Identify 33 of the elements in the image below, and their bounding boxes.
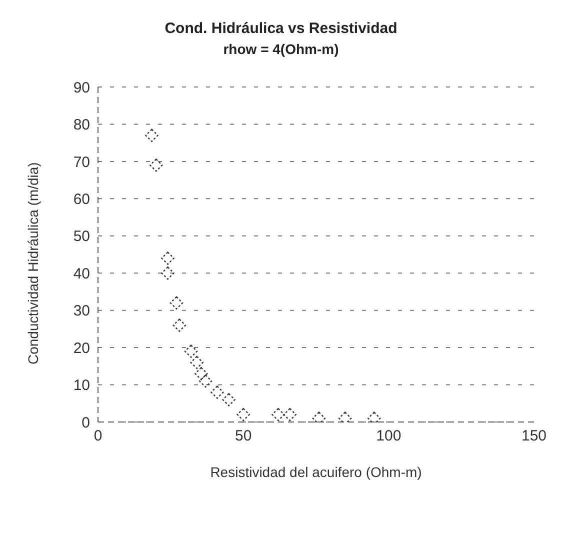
point	[222, 393, 236, 406]
point	[194, 367, 208, 380]
y-tick-label: 90	[73, 79, 90, 96]
y-tick-label: 70	[73, 154, 90, 171]
point	[198, 374, 212, 388]
x-axis-title: Resistividad del acuifero (Ohm-m)	[210, 464, 422, 480]
y-tick-label: 50	[73, 228, 90, 246]
point	[161, 266, 174, 280]
y-tick-label: 60	[73, 190, 90, 208]
y-tick-label: 80	[73, 116, 90, 134]
y-tick-label: 0	[82, 414, 90, 432]
x-tick-label: 0	[94, 428, 102, 445]
point	[170, 296, 184, 310]
point	[145, 128, 158, 142]
point	[272, 408, 285, 422]
chart-subtitle: rhow = 4(Ohm-m)	[222, 41, 340, 57]
point	[210, 386, 224, 399]
point	[184, 344, 198, 358]
y-tick-label: 20	[73, 340, 90, 357]
x-tick-label: 100	[376, 428, 402, 445]
point	[236, 408, 250, 422]
point	[150, 158, 163, 172]
y-axis-title: Conductividad Hidráulica (m/dia)	[24, 162, 41, 364]
point	[190, 356, 204, 370]
x-tick-label: 150	[521, 428, 547, 445]
point	[283, 408, 296, 422]
point	[172, 318, 186, 332]
y-tick-label: 40	[73, 265, 90, 282]
point	[161, 252, 174, 265]
x-tick-label: 50	[234, 428, 252, 445]
y-tick-label: 10	[73, 377, 90, 394]
chart-title: Cond. Hidráulica vs Resistividad	[164, 20, 398, 37]
y-tick-label: 30	[73, 302, 90, 320]
